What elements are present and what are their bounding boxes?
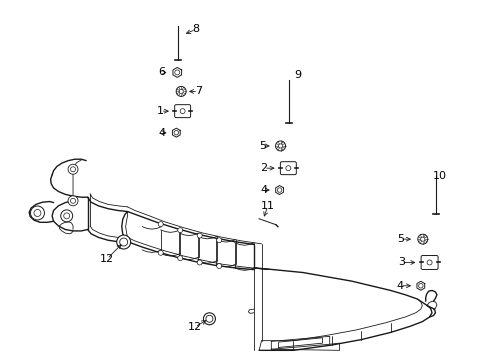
Text: 6: 6 — [158, 67, 165, 77]
Circle shape — [176, 86, 186, 96]
Text: 4: 4 — [260, 185, 267, 195]
Circle shape — [177, 256, 183, 261]
Circle shape — [426, 260, 431, 265]
Text: 11: 11 — [260, 201, 274, 211]
Circle shape — [285, 166, 290, 171]
Text: 12: 12 — [187, 322, 202, 332]
Circle shape — [203, 313, 215, 325]
Circle shape — [417, 234, 427, 244]
Circle shape — [278, 144, 282, 148]
Circle shape — [275, 141, 285, 151]
Text: 8: 8 — [192, 24, 199, 35]
Circle shape — [158, 250, 163, 255]
Text: 5: 5 — [259, 141, 266, 151]
Circle shape — [61, 210, 73, 222]
Text: 2: 2 — [260, 163, 267, 173]
Circle shape — [177, 228, 183, 233]
Circle shape — [216, 238, 221, 243]
FancyBboxPatch shape — [174, 105, 190, 118]
Circle shape — [197, 233, 202, 238]
Text: 3: 3 — [397, 257, 404, 267]
Circle shape — [158, 222, 163, 226]
Text: 9: 9 — [294, 70, 301, 80]
Text: 7: 7 — [194, 86, 202, 96]
Text: 12: 12 — [100, 254, 114, 264]
Circle shape — [197, 260, 202, 265]
Text: 4: 4 — [158, 128, 165, 138]
Circle shape — [420, 237, 424, 241]
FancyBboxPatch shape — [420, 256, 437, 269]
Circle shape — [180, 109, 185, 114]
Circle shape — [216, 264, 221, 269]
Text: 1: 1 — [157, 106, 164, 116]
Circle shape — [30, 206, 44, 220]
Circle shape — [117, 235, 130, 249]
FancyBboxPatch shape — [280, 162, 296, 175]
Text: 4: 4 — [396, 281, 403, 291]
Circle shape — [68, 164, 78, 174]
Circle shape — [68, 196, 78, 206]
Text: 5: 5 — [396, 234, 403, 244]
Text: 10: 10 — [432, 171, 447, 181]
Circle shape — [179, 89, 183, 94]
